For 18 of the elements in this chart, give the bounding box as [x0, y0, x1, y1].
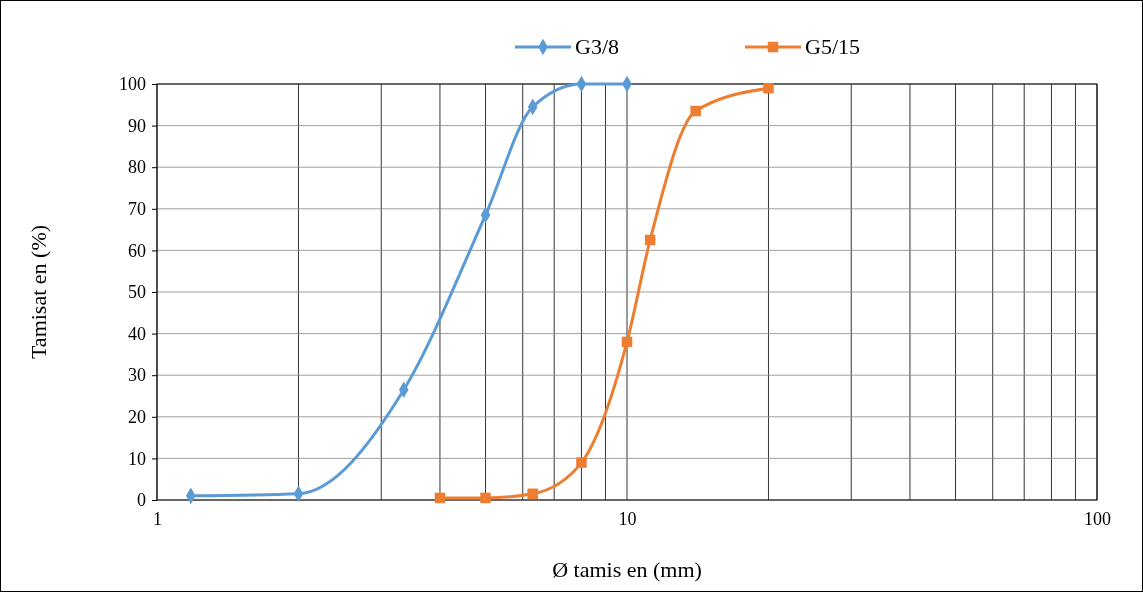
y-tick-label: 20: [128, 407, 146, 428]
y-tick-label: 10: [128, 448, 146, 469]
y-tick-label: 70: [128, 199, 146, 220]
y-tick-label: 30: [128, 365, 146, 386]
x-tick-label: 100: [1084, 508, 1111, 529]
y-tick-label: 100: [119, 74, 146, 95]
y-tick-label: 60: [128, 240, 146, 261]
y-axis-title: Tamisat en (%): [26, 224, 51, 360]
legend-label: G5/15: [805, 34, 860, 59]
legend-label: G3/8: [575, 34, 619, 59]
y-tick-label: 0: [137, 490, 146, 511]
y-tick-label: 90: [128, 115, 146, 136]
x-axis-title: Ø tamis en (mm): [552, 557, 702, 582]
y-tick-label: 80: [128, 157, 146, 178]
x-tick-label: 1: [153, 508, 162, 529]
y-tick-label: 50: [128, 282, 146, 303]
x-tick-label: 10: [618, 508, 637, 529]
y-tick-label: 40: [128, 323, 146, 344]
